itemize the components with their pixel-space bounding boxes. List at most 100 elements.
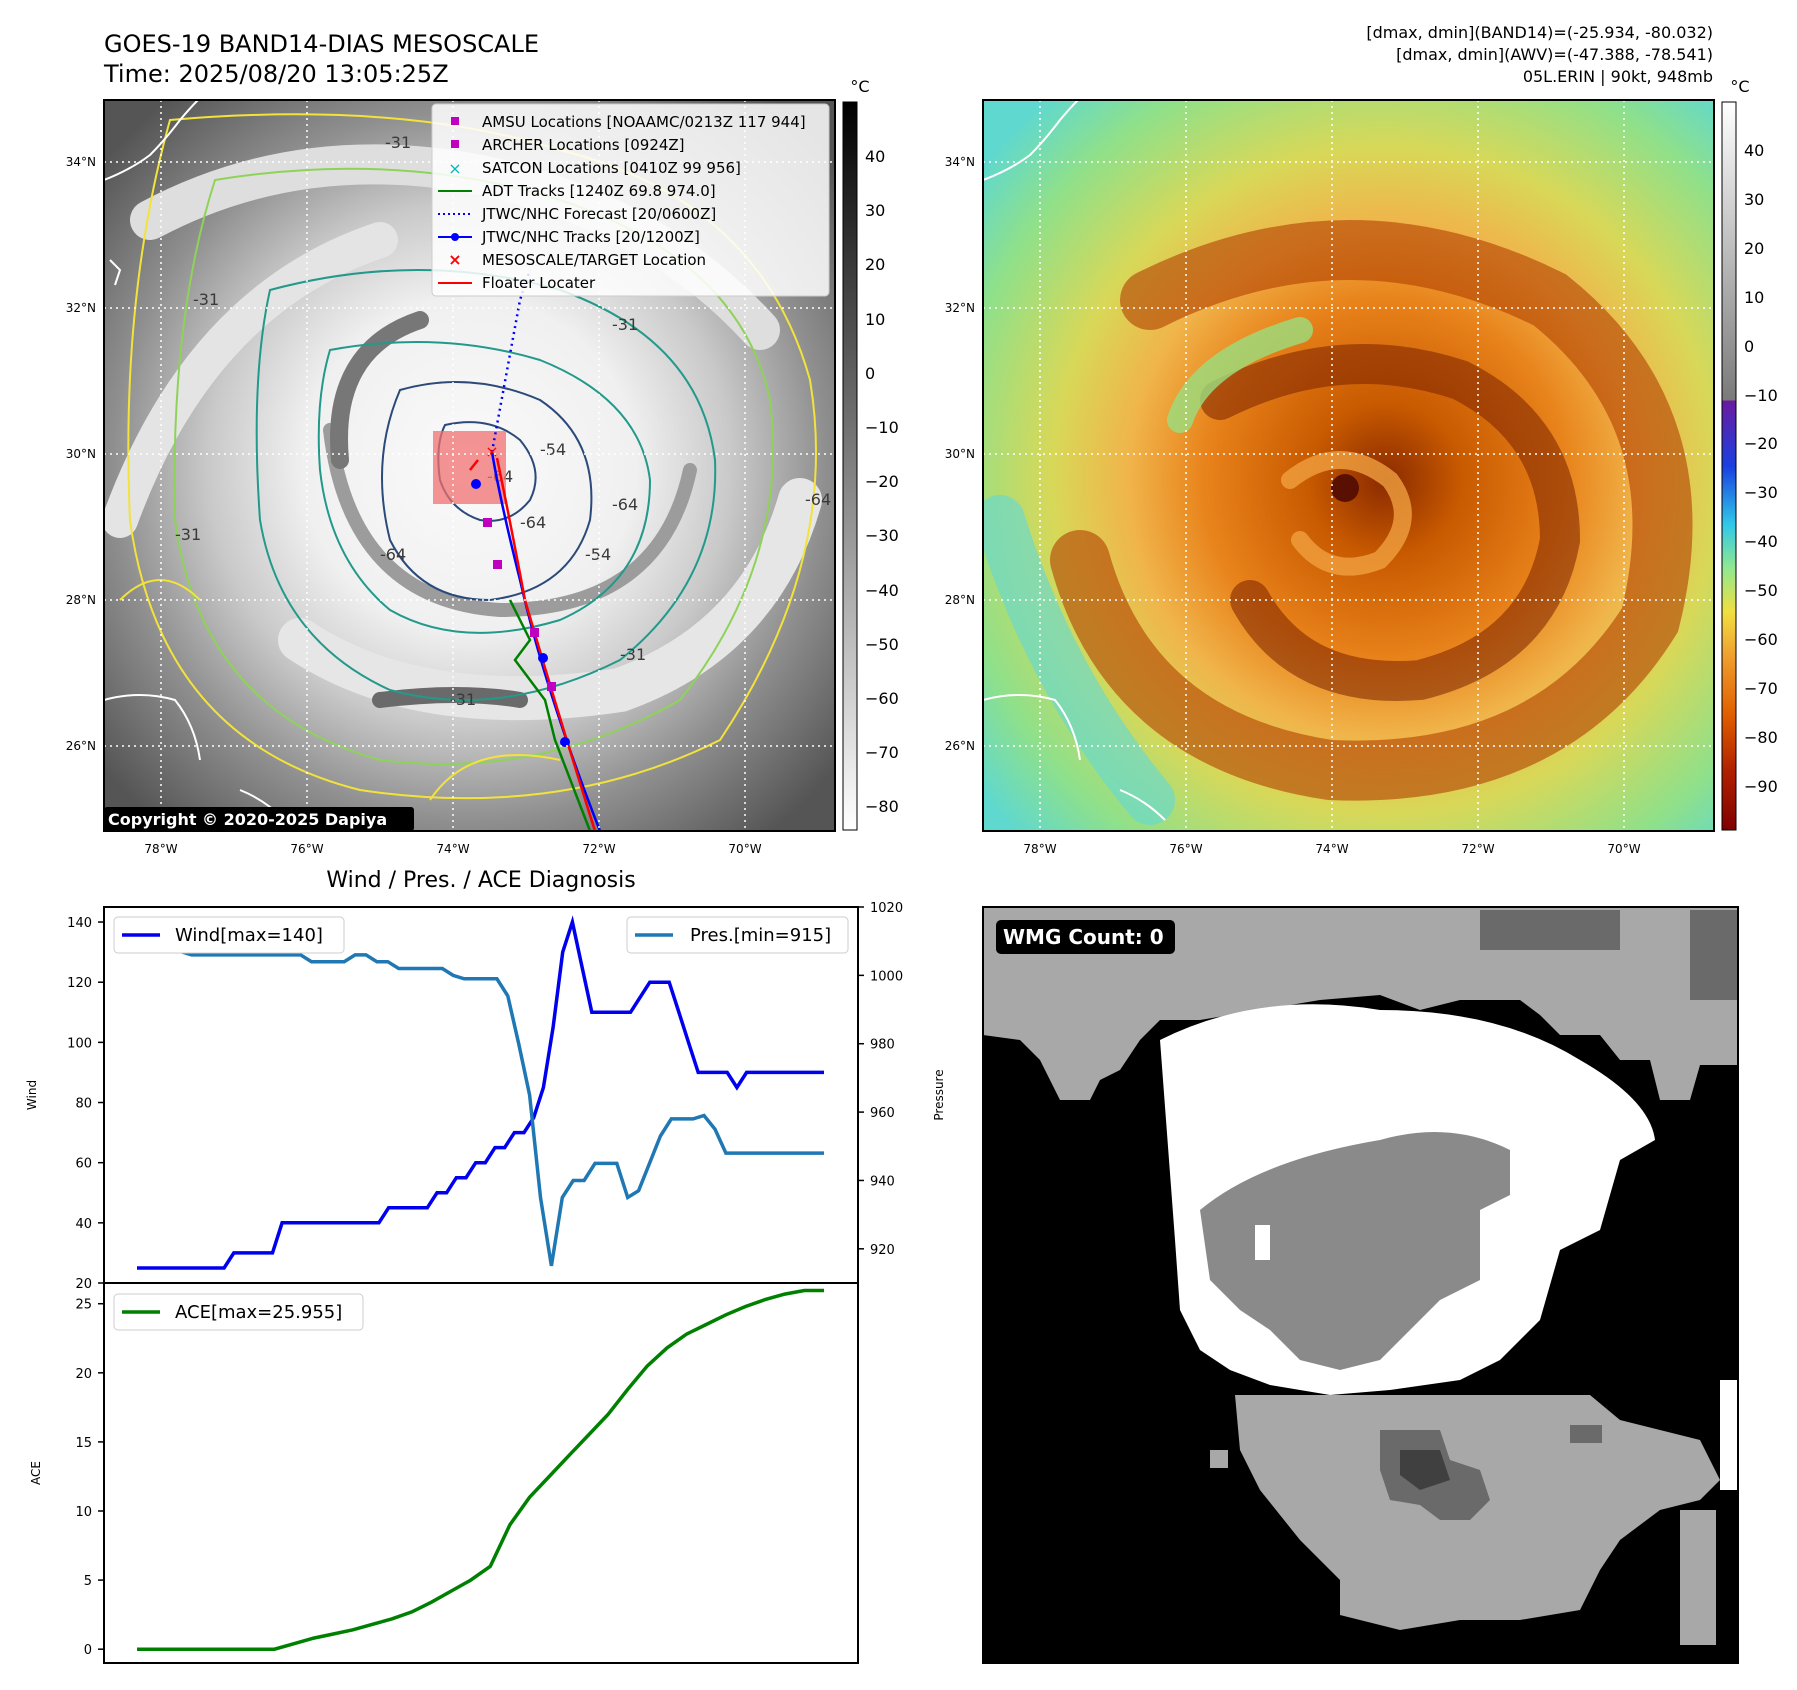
ace-y-ticks: 0 5 10 15 20 25 bbox=[75, 1298, 104, 1658]
svg-text:−40: −40 bbox=[1744, 532, 1778, 551]
svg-text:−90: −90 bbox=[1744, 777, 1778, 796]
svg-text:72°W: 72°W bbox=[1461, 842, 1494, 856]
svg-text:WMG Count: 0: WMG Count: 0 bbox=[1003, 925, 1164, 949]
svg-text:−80: −80 bbox=[865, 797, 899, 816]
y-tick-label: 120 bbox=[67, 976, 92, 991]
svg-text:30°N: 30°N bbox=[945, 447, 975, 461]
y-tick-label: 10 bbox=[75, 1505, 92, 1520]
legend-item-satcon: × SATCON Locations [0410Z 99 956] bbox=[448, 159, 741, 178]
svg-text:34°N: 34°N bbox=[66, 155, 96, 169]
svg-text:76°W: 76°W bbox=[1169, 842, 1202, 856]
svg-text:10: 10 bbox=[865, 310, 885, 329]
svg-text:-64: -64 bbox=[520, 513, 546, 532]
svg-text:SATCON Locations [0410Z 99 956: SATCON Locations [0410Z 99 956] bbox=[482, 159, 741, 177]
diagnosis-title: Wind / Pres. / ACE Diagnosis bbox=[326, 868, 635, 893]
wind-ylabel: Wind bbox=[25, 1080, 39, 1110]
svg-text:76°W: 76°W bbox=[290, 842, 323, 856]
ir-colorbar-unit: °C bbox=[850, 77, 869, 96]
ir-coastlines bbox=[104, 100, 286, 821]
wmg-count-badge: WMG Count: 0 bbox=[996, 920, 1175, 954]
svg-text:−80: −80 bbox=[1744, 728, 1778, 747]
svg-text:Copyright © 2020-2025 Dapiya: Copyright © 2020-2025 Dapiya bbox=[108, 810, 387, 829]
svg-text:×: × bbox=[448, 250, 461, 269]
svg-text:−20: −20 bbox=[865, 472, 899, 491]
pres-series-line bbox=[137, 922, 824, 1267]
y-tick-label: 980 bbox=[870, 1038, 895, 1053]
ace-ylabel: ACE bbox=[29, 1461, 43, 1485]
svg-text:32°N: 32°N bbox=[945, 301, 975, 315]
y-tick-label: 20 bbox=[75, 1277, 92, 1292]
y-tick-label: 940 bbox=[870, 1174, 895, 1189]
wmg-classes bbox=[983, 907, 1738, 1645]
svg-text:0: 0 bbox=[1744, 337, 1754, 356]
svg-text:78°W: 78°W bbox=[1023, 842, 1056, 856]
svg-text:−60: −60 bbox=[865, 689, 899, 708]
wv-colorbar-unit: °C bbox=[1730, 77, 1749, 96]
svg-text:28°N: 28°N bbox=[66, 593, 96, 607]
svg-text:ACE[max=25.955]: ACE[max=25.955] bbox=[175, 1302, 342, 1323]
svg-text:−70: −70 bbox=[865, 743, 899, 762]
wv-coastlines bbox=[983, 100, 1166, 821]
svg-text:74°W: 74°W bbox=[436, 842, 469, 856]
svg-text:−30: −30 bbox=[1744, 483, 1778, 502]
y-tick-label: 960 bbox=[870, 1106, 895, 1121]
wind-y-ticks: 20 40 60 80 100 120 140 bbox=[67, 916, 104, 1292]
y-tick-label: 15 bbox=[75, 1436, 92, 1451]
pres-ylabel: Pressure bbox=[932, 1069, 946, 1120]
svg-text:10: 10 bbox=[1744, 288, 1764, 307]
wv-map: 34°N 32°N 30°N 28°N 26°N 78°W 76°W 74°W … bbox=[945, 99, 1715, 856]
svg-text:-31: -31 bbox=[175, 525, 201, 544]
legend-item-adt: ADT Tracks [1240Z 69.8 974.0] bbox=[438, 182, 716, 200]
svg-text:AMSU Locations [NOAAMC/0213Z 1: AMSU Locations [NOAAMC/0213Z 117 944] bbox=[482, 113, 806, 131]
wind-legend: Wind[max=140] bbox=[113, 916, 345, 954]
svg-text:−50: −50 bbox=[1744, 581, 1778, 600]
svg-text:32°N: 32°N bbox=[66, 301, 96, 315]
y-tick-label: 40 bbox=[75, 1217, 92, 1232]
svg-text:Floater Locater: Floater Locater bbox=[482, 274, 596, 292]
svg-text:40: 40 bbox=[865, 147, 885, 166]
svg-text:-31: -31 bbox=[450, 690, 476, 709]
pres-y-ticks: 920 940 960 980 1000 1020 bbox=[858, 901, 903, 1258]
svg-text:30: 30 bbox=[1744, 190, 1764, 209]
wv-colorbar-ticks: 40 30 20 10 0 −10 −20 −30 −40 −50 −60 −7… bbox=[1744, 141, 1778, 796]
svg-text:-31: -31 bbox=[193, 290, 219, 309]
ir-contour-labels: -31 -31 -31 -31 -31 -54 -64 -64 -64 -64 … bbox=[175, 133, 831, 709]
svg-text:-31: -31 bbox=[385, 133, 411, 152]
svg-text:28°N: 28°N bbox=[945, 593, 975, 607]
dmax-band14: [dmax, dmin](BAND14)=(-25.934, -80.032) bbox=[1366, 23, 1713, 42]
svg-text:-54: -54 bbox=[540, 440, 566, 459]
svg-text:30: 30 bbox=[865, 201, 885, 220]
svg-text:-64: -64 bbox=[380, 545, 406, 564]
svg-text:Wind[max=140]: Wind[max=140] bbox=[175, 925, 323, 946]
copyright-badge: Copyright © 2020-2025 Dapiya bbox=[104, 807, 414, 831]
svg-text:26°N: 26°N bbox=[945, 739, 975, 753]
wv-spiral-bands bbox=[983, 220, 1693, 825]
legend-item-amsu: AMSU Locations [NOAAMC/0213Z 117 944] bbox=[451, 113, 806, 131]
svg-text:74°W: 74°W bbox=[1315, 842, 1348, 856]
legend-item-mesoscale: × MESOSCALE/TARGET Location bbox=[448, 250, 706, 269]
y-tick-label: 80 bbox=[75, 1097, 92, 1112]
y-tick-label: 60 bbox=[75, 1157, 92, 1172]
legend-item-tracks: JTWC/NHC Tracks [20/1200Z] bbox=[438, 228, 700, 246]
y-tick-label: 5 bbox=[84, 1574, 92, 1589]
svg-text:-31: -31 bbox=[612, 315, 638, 334]
ace-legend: ACE[max=25.955] bbox=[113, 1293, 364, 1331]
svg-text:−20: −20 bbox=[1744, 434, 1778, 453]
svg-text:JTWC/NHC Tracks [20/1200Z]: JTWC/NHC Tracks [20/1200Z] bbox=[481, 228, 700, 246]
svg-text:-64: -64 bbox=[612, 495, 638, 514]
svg-text:34°N: 34°N bbox=[945, 155, 975, 169]
ace-panel: 0 5 10 15 20 25 ACE ACE[max=25.955] bbox=[29, 1282, 859, 1664]
wind-series-line bbox=[137, 915, 824, 1270]
ir-map: -31 -31 -31 -31 -31 -54 -64 -64 -64 -64 … bbox=[66, 99, 836, 856]
svg-text:−10: −10 bbox=[865, 418, 899, 437]
map-legend: AMSU Locations [NOAAMC/0213Z 117 944] AR… bbox=[431, 103, 830, 297]
svg-text:70°W: 70°W bbox=[728, 842, 761, 856]
storm-info: 05L.ERIN | 90kt, 948mb bbox=[1523, 67, 1713, 86]
legend-item-forecast: JTWC/NHC Forecast [20/0600Z] bbox=[438, 205, 716, 223]
y-tick-label: 100 bbox=[67, 1036, 92, 1051]
legend-item-floater: Floater Locater bbox=[438, 274, 596, 292]
figure-time: Time: 2025/08/20 13:05:25Z bbox=[103, 60, 449, 88]
svg-text:−40: −40 bbox=[865, 581, 899, 600]
svg-text:×: × bbox=[485, 442, 498, 461]
